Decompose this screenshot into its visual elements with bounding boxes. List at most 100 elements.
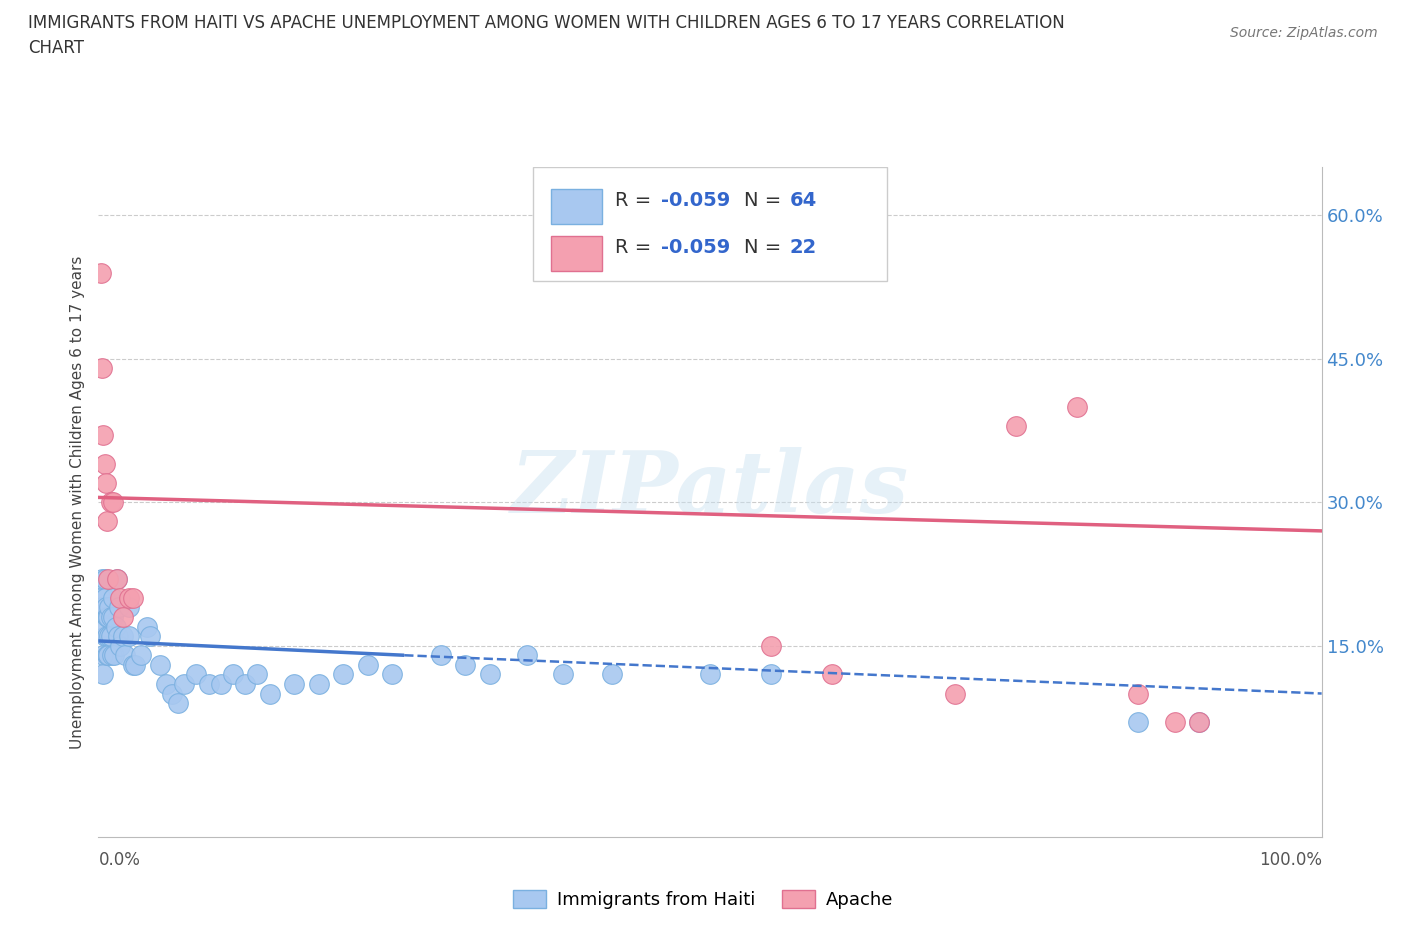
Point (94, 475, 117, 490)
Point (1128, 686, 1150, 701)
Text: 100.0%: 100.0% (1258, 851, 1322, 869)
Text: IMMIGRANTS FROM HAITI VS APACHE UNEMPLOYMENT AMONG WOMEN WITH CHILDREN AGES 6 TO: IMMIGRANTS FROM HAITI VS APACHE UNEMPLOY… (28, 14, 1064, 32)
Point (699, 667, 721, 682)
Point (96, 514, 118, 529)
Point (91, 648, 114, 663)
Point (111, 629, 134, 644)
Point (93, 629, 115, 644)
Point (246, 667, 269, 682)
Point (124, 658, 146, 672)
Point (90, 591, 112, 605)
Point (118, 600, 141, 615)
Point (1188, 715, 1211, 730)
Point (761, 667, 783, 682)
Point (121, 591, 143, 605)
Point (233, 676, 256, 691)
Point (110, 638, 132, 653)
Point (107, 629, 129, 644)
Text: Source: ZipAtlas.com: Source: ZipAtlas.com (1230, 26, 1378, 40)
Point (105, 571, 128, 586)
Point (308, 676, 330, 691)
Point (103, 648, 125, 663)
Point (129, 648, 152, 663)
FancyBboxPatch shape (533, 167, 887, 281)
Point (91, 361, 114, 376)
Y-axis label: Unemployment Among Women with Children Ages 6 to 17 years: Unemployment Among Women with Children A… (69, 256, 84, 749)
Text: 0.0%: 0.0% (98, 851, 141, 869)
Text: 22: 22 (790, 238, 817, 258)
Point (101, 609, 124, 624)
Point (97, 609, 120, 624)
Text: R =: R = (614, 192, 657, 210)
Point (1188, 715, 1211, 730)
Point (105, 571, 128, 586)
Point (454, 658, 477, 672)
Point (761, 638, 783, 653)
Point (97, 571, 120, 586)
Point (160, 686, 183, 701)
Point (943, 686, 966, 701)
Point (91, 428, 114, 443)
Point (93, 457, 115, 472)
Point (91, 667, 114, 682)
Point (96, 648, 118, 663)
Point (1164, 715, 1187, 730)
Point (283, 676, 305, 691)
Point (94, 619, 117, 634)
Point (155, 676, 177, 691)
Point (100, 495, 122, 510)
Text: ZIPatlas: ZIPatlas (510, 447, 910, 530)
Point (600, 667, 623, 682)
Point (186, 667, 208, 682)
Point (97, 648, 120, 663)
Point (149, 658, 172, 672)
Point (167, 696, 190, 711)
Legend: Immigrants from Haiti, Apache: Immigrants from Haiti, Apache (506, 883, 900, 916)
Point (90, 265, 112, 280)
Point (381, 667, 404, 682)
Point (111, 609, 134, 624)
Point (209, 676, 232, 691)
Text: -0.059: -0.059 (661, 192, 730, 210)
Point (91, 571, 114, 586)
Point (100, 629, 122, 644)
Point (96, 629, 118, 644)
Point (118, 591, 141, 605)
Text: 64: 64 (790, 192, 817, 210)
Point (101, 591, 124, 605)
Point (821, 667, 844, 682)
Point (356, 658, 378, 672)
Point (222, 667, 245, 682)
Point (515, 648, 537, 663)
Point (1128, 715, 1150, 730)
Text: CHART: CHART (28, 39, 84, 57)
Point (332, 667, 354, 682)
Text: N =: N = (744, 238, 787, 258)
Point (114, 648, 136, 663)
Point (553, 667, 575, 682)
FancyBboxPatch shape (551, 190, 602, 224)
Point (173, 676, 195, 691)
Text: R =: R = (614, 238, 657, 258)
Point (136, 619, 159, 634)
Point (118, 629, 141, 644)
Point (259, 686, 281, 701)
Point (139, 629, 162, 644)
Point (121, 658, 143, 672)
Point (100, 609, 122, 624)
Point (430, 648, 453, 663)
Point (104, 619, 127, 634)
Point (94, 600, 117, 615)
Point (108, 600, 131, 615)
Point (98, 629, 121, 644)
Point (1004, 418, 1026, 433)
Point (110, 591, 132, 605)
Text: N =: N = (744, 192, 787, 210)
Point (101, 495, 124, 510)
Point (96, 609, 118, 624)
Point (478, 667, 501, 682)
Point (93, 571, 115, 586)
Point (1066, 399, 1088, 414)
Point (197, 676, 219, 691)
Point (101, 648, 124, 663)
